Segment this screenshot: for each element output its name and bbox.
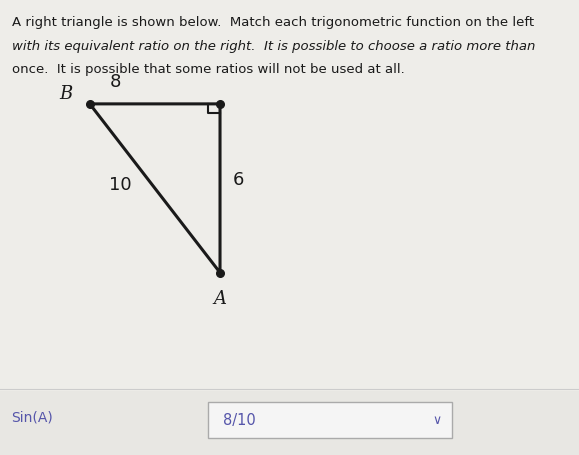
Text: A right triangle is shown below.  Match each trigonometric function on the left: A right triangle is shown below. Match e… — [12, 16, 534, 29]
Text: 8: 8 — [110, 73, 122, 91]
Text: B: B — [59, 85, 72, 102]
Text: Sin(A): Sin(A) — [12, 410, 53, 423]
Bar — [0, 0, 579, 391]
FancyBboxPatch shape — [208, 402, 452, 438]
Text: 6: 6 — [233, 171, 244, 189]
Text: with its equivalent ratio on the right.  It is possible to choose a ratio more t: with its equivalent ratio on the right. … — [12, 40, 535, 53]
Text: once.  It is possible that some ratios will not be used at all.: once. It is possible that some ratios wi… — [12, 63, 404, 76]
Text: A: A — [214, 289, 226, 307]
Text: ∨: ∨ — [433, 414, 442, 426]
Bar — [0, 391, 579, 455]
Text: 10: 10 — [109, 175, 131, 193]
Text: 8/10: 8/10 — [223, 413, 256, 427]
